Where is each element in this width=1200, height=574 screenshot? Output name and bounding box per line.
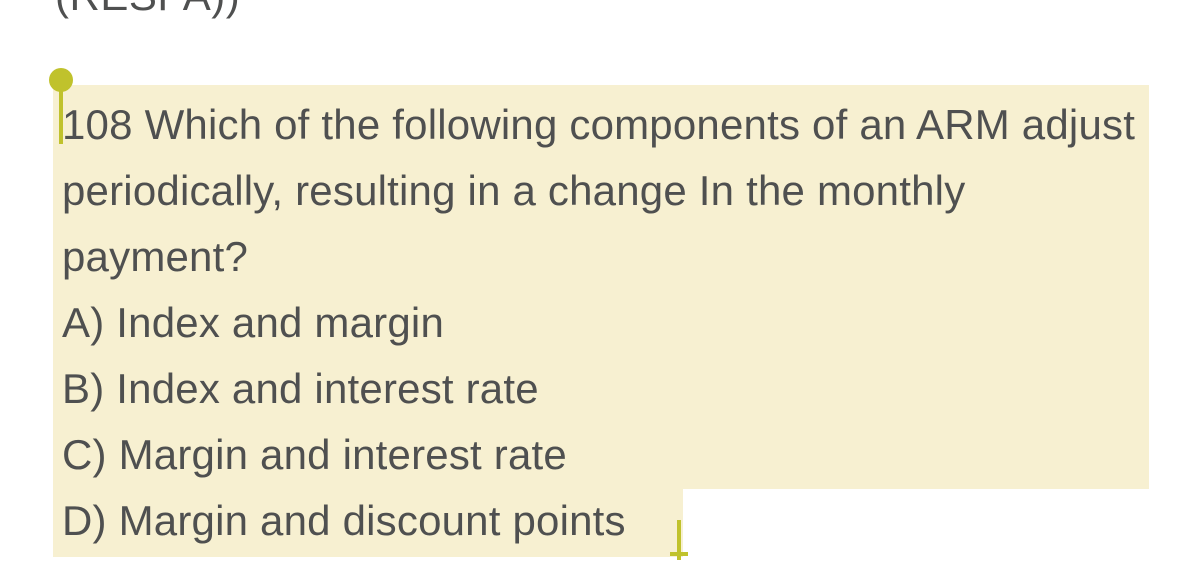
question-body: Which of the following components of an …	[62, 101, 1135, 280]
option-a: A) Index and margin	[62, 290, 1142, 356]
cropped-previous-line: (RESPA))	[55, 0, 240, 20]
option-d: D) Margin and discount points	[62, 488, 1142, 554]
options-list: A) Index and margin B) Index and interes…	[62, 290, 1142, 554]
selection-end-baseline	[670, 552, 688, 556]
question-screenshot: (RESPA)) 108 Which of the following comp…	[0, 0, 1200, 574]
option-b: B) Index and interest rate	[62, 356, 1142, 422]
question-number: 108	[62, 101, 133, 148]
option-c: C) Margin and interest rate	[62, 422, 1142, 488]
question-text: 108 Which of the following components of…	[62, 92, 1142, 290]
question-block: 108 Which of the following components of…	[62, 92, 1142, 554]
